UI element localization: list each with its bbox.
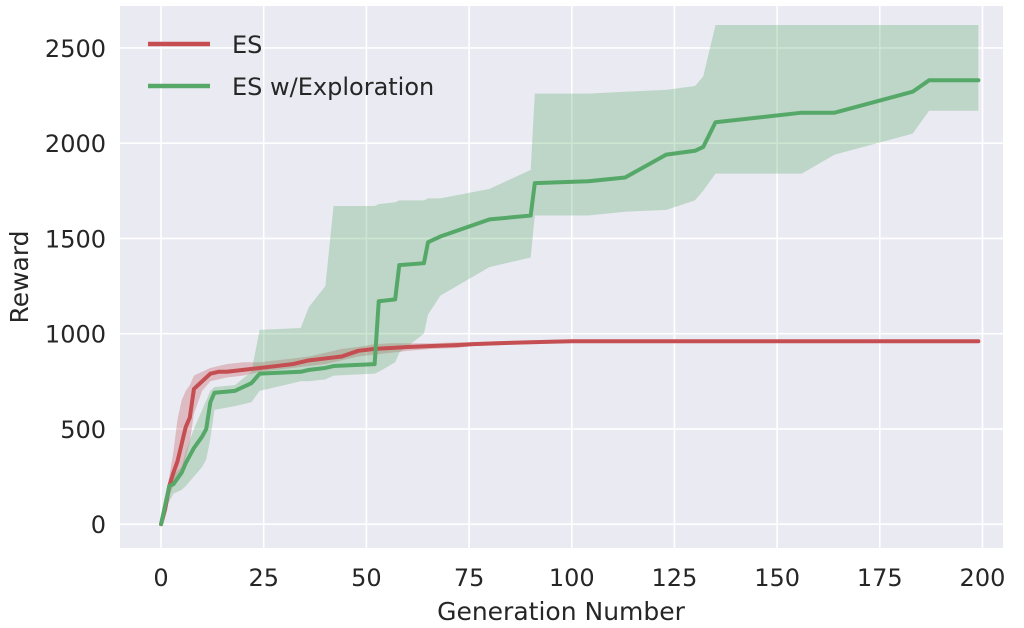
- legend-label-es: ES: [232, 31, 262, 59]
- y-tick-label-500: 500: [60, 416, 106, 444]
- y-tick-label-0: 0: [91, 511, 106, 539]
- y-axis-ticks: 0 500 1000 1500 2000 2500: [45, 35, 106, 539]
- y-tick-label-1000: 1000: [45, 321, 106, 349]
- y-tick-label-1500: 1500: [45, 225, 106, 253]
- confidence-bands: [161, 25, 979, 525]
- plot-background: [120, 6, 1003, 548]
- x-tick-label-0: 0: [153, 564, 168, 592]
- x-tick-label-25: 25: [248, 564, 279, 592]
- y-axis-label: Reward: [5, 230, 34, 323]
- x-tick-label-125: 125: [652, 564, 698, 592]
- x-tick-label-150: 150: [754, 564, 800, 592]
- band-es-exploration: [161, 25, 979, 525]
- x-axis-ticks: 0 25 50 75 100 125 150 175 200: [153, 564, 1005, 592]
- grid-lines: [120, 6, 1003, 548]
- legend: ES ES w/Exploration: [148, 31, 434, 101]
- x-tick-label-50: 50: [351, 564, 382, 592]
- series-lines: [159, 78, 981, 527]
- x-tick-label-75: 75: [454, 564, 485, 592]
- x-tick-label-100: 100: [549, 564, 595, 592]
- legend-label-es-exploration: ES w/Exploration: [232, 73, 434, 101]
- y-tick-label-2000: 2000: [45, 130, 106, 158]
- line-es-exploration: [159, 78, 981, 527]
- x-axis-label: Generation Number: [437, 597, 686, 626]
- x-tick-label-200: 200: [960, 564, 1006, 592]
- line-es: [159, 339, 981, 527]
- x-tick-label-175: 175: [857, 564, 903, 592]
- y-tick-label-2500: 2500: [45, 35, 106, 63]
